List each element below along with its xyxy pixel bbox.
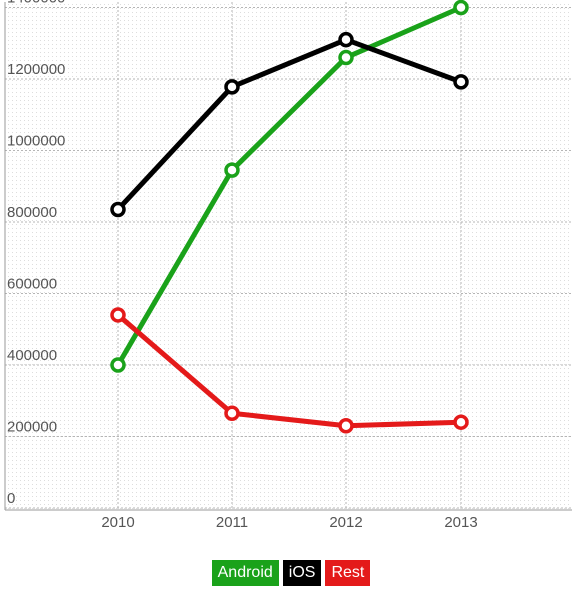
rest-data-point xyxy=(338,418,354,434)
legend-item-ios[interactable]: iOS xyxy=(282,560,322,586)
android-data-point xyxy=(110,357,126,373)
ios-series-line xyxy=(115,37,464,212)
android-series-line xyxy=(115,5,464,368)
ios-data-point xyxy=(338,31,354,48)
android-data-point xyxy=(338,49,354,66)
x-tick-label: 2013 xyxy=(444,514,477,531)
x-axis-tick-labels: 2010 2011 2012 2013 xyxy=(101,514,477,531)
x-tick-label: 2012 xyxy=(329,514,362,531)
y-tick-label: 800000 xyxy=(7,204,57,221)
legend-item-android[interactable]: Android xyxy=(211,560,279,586)
y-tick-label: 200000 xyxy=(7,419,57,436)
y-axis-tick-labels: 0 200000 400000 600000 800000 1000000 1200000 1… xyxy=(7,0,65,507)
series-lines xyxy=(110,0,469,434)
android-data-point xyxy=(224,162,240,178)
rest-data-point xyxy=(224,405,240,422)
ios-data-point xyxy=(110,201,126,218)
x-tick-label: 2010 xyxy=(101,514,134,531)
legend-item-rest[interactable]: Rest xyxy=(325,560,371,586)
legend: Android iOS Rest xyxy=(0,560,582,586)
y-tick-label: 1400000 xyxy=(7,0,65,7)
y-tick-label: 1000000 xyxy=(7,133,65,150)
rest-data-point xyxy=(453,414,469,430)
android-data-point xyxy=(453,0,469,16)
y-tick-label: 1200000 xyxy=(7,61,65,78)
y-tick-label: 0 xyxy=(7,490,15,507)
rest-series-line xyxy=(115,312,464,429)
ios-data-point xyxy=(453,74,469,90)
x-tick-label: 2011 xyxy=(216,514,248,531)
plot-area xyxy=(5,2,572,510)
ios-data-point xyxy=(224,79,240,95)
rest-data-point xyxy=(110,307,126,323)
grid-lines xyxy=(4,2,572,511)
y-tick-label: 400000 xyxy=(7,347,57,364)
line-chart: 0 200000 400000 600000 800000 1000000 1200000 1… xyxy=(4,0,572,531)
plot-background xyxy=(5,2,572,510)
y-tick-label: 600000 xyxy=(7,276,57,293)
